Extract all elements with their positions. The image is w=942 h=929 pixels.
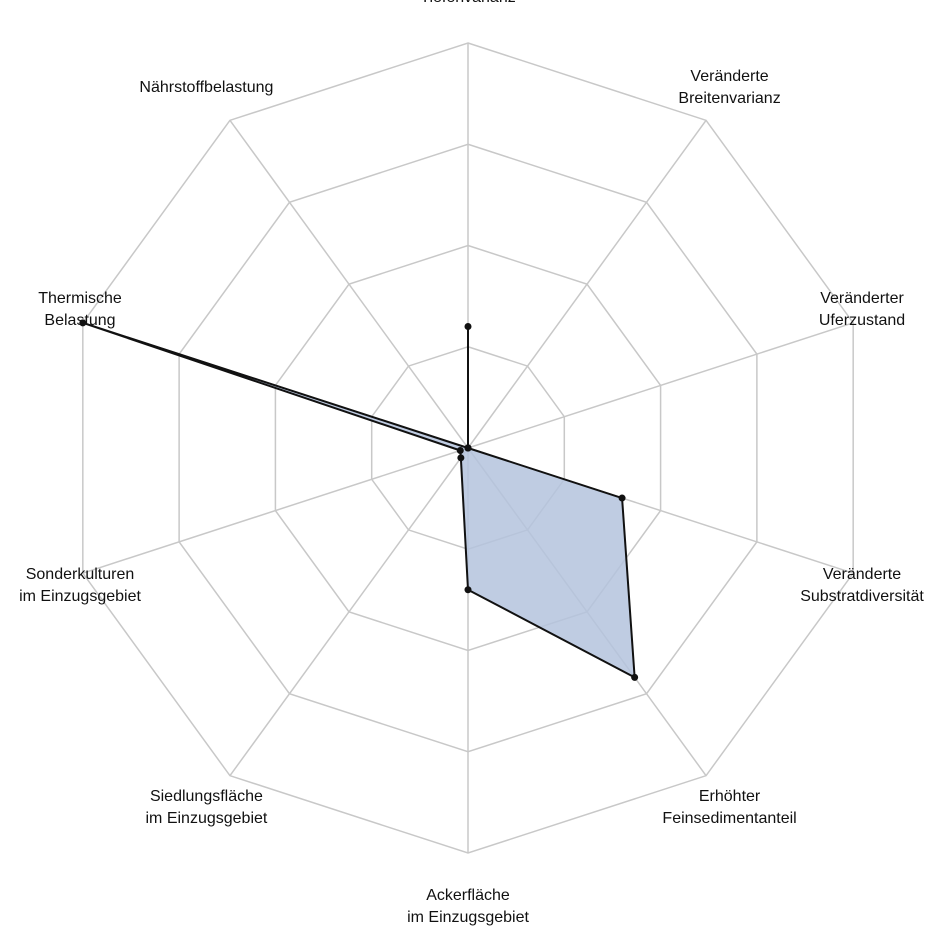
grid-spoke-8 [82, 447, 469, 574]
axis-label-5: Erhöhter Feinsedimentanteil [662, 786, 796, 830]
grid-spoke-3 [467, 322, 854, 449]
axis-label-line: im Einzugsgebiet [19, 587, 141, 605]
data-point-1 [464, 323, 472, 330]
axis-label-3: Veränderter Uferzustand [819, 288, 905, 332]
axis-label-line: Thermische [38, 290, 122, 308]
radar-chart [79, 42, 854, 854]
axis-label-line: Ackerfläche [426, 887, 510, 904]
axis-label-line: Uferzustand [818, 312, 906, 330]
data-point-5 [631, 673, 639, 681]
grid-spoke-10 [229, 119, 469, 449]
axis-label-line: im Einzugsgebiet [407, 909, 529, 926]
axis-label-line: Tiefenvarianz [393, 0, 543, 9]
axis-label-line: Substratdiversität [800, 587, 924, 605]
axis-label-line: Veränderte [690, 67, 769, 85]
axis-label-8: Sonderkulturen im Einzugsgebiet [19, 564, 141, 608]
data-point-7 [457, 454, 465, 462]
axis-label-line: Feinsedimentanteil [662, 810, 797, 827]
axis-label-2: Veränderte Breitenvarianz [678, 66, 780, 110]
grid-spoke-7 [229, 447, 469, 777]
axis-label-line: Nährstoffbelastung [139, 78, 274, 96]
grid-spoke-2 [467, 119, 707, 449]
data-point-4 [618, 494, 626, 502]
axis-label-line: Belastung [44, 312, 116, 330]
axis-label-10: Nährstoffbelastung [139, 77, 273, 99]
axis-label-7: Siedlungsfläche im Einzugsgebiet [146, 786, 268, 830]
axis-label-6: Ackerfläche im Einzugsgebiet [407, 885, 529, 929]
axis-label-line: Veränderter [820, 290, 904, 308]
axis-label-9: Thermische Belastung [38, 288, 122, 332]
data-point-8 [456, 447, 464, 455]
data-area [81, 321, 636, 679]
axis-label-line: im Einzugsgebiet [145, 810, 268, 827]
axis-label-line: Erhöhter [698, 788, 761, 805]
data-point-9 [79, 319, 87, 327]
data-point-10 [464, 444, 472, 452]
axis-label-line: Veränderte [822, 565, 902, 583]
axis-label-line: Siedlungsfläche [149, 788, 263, 805]
axis-label-1: VeränderteStrömungsdiversität /Tiefenvar… [393, 0, 543, 9]
axis-label-line: Breitenvarianz [678, 89, 781, 107]
axis-label-line: Sonderkulturen [25, 565, 135, 583]
axis-label-4: Veränderte Substratdiversität [800, 564, 924, 608]
data-point-6 [464, 586, 472, 594]
